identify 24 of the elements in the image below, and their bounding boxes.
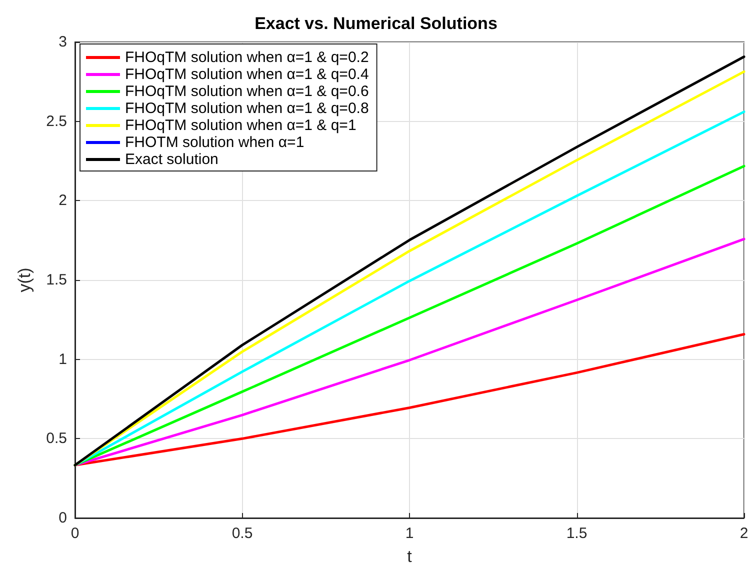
y-tick-label: 0.5 xyxy=(46,430,67,448)
x-tick-label: 2 xyxy=(740,525,748,542)
legend-label: FHOqTM solution when α=1 & q=0.2 xyxy=(125,49,369,66)
y-tick-label: 3 xyxy=(58,34,67,50)
y-tick-label: 0 xyxy=(58,510,67,526)
y-tick-label: 2.5 xyxy=(46,112,67,130)
y-tick-label: 2 xyxy=(58,192,67,210)
y-tick-label: 1 xyxy=(58,350,67,368)
legend-label: Exact solution xyxy=(125,151,218,168)
x-tick-label: 0 xyxy=(70,525,80,542)
x-tick-label: 0.5 xyxy=(232,525,253,542)
legend-label: FHOqTM solution when α=1 & q=0.8 xyxy=(125,100,369,117)
y-axis-title: y(t) xyxy=(15,268,34,292)
legend-label: FHOqTM solution when α=1 & q=0.4 xyxy=(125,66,369,83)
legend-label: FHOqTM solution when α=1 & q=1 xyxy=(125,117,356,134)
x-tick-label: 1.5 xyxy=(566,525,588,542)
legend-label: FHOqTM solution when α=1 & q=0.6 xyxy=(125,83,369,100)
chart-title: Exact vs. Numerical Solutions xyxy=(254,14,498,33)
legend-label: FHOTM solution when α=1 xyxy=(125,134,304,151)
line-series xyxy=(74,164,746,466)
x-axis-title: t xyxy=(407,547,412,566)
x-tick-label: 1 xyxy=(405,525,414,542)
y-tick-label: 1.5 xyxy=(46,272,67,288)
line-series xyxy=(74,333,746,466)
